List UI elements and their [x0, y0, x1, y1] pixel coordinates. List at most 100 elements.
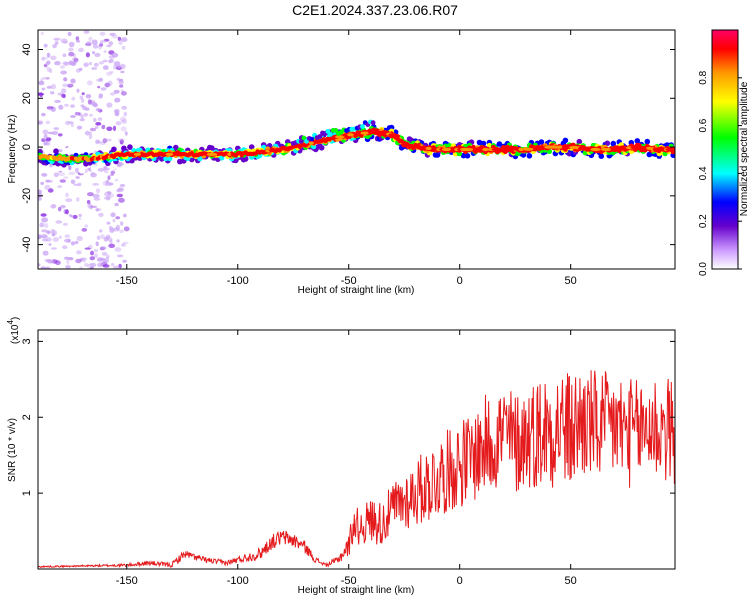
- spectrogram-speckle: [48, 243, 52, 246]
- y-tick-label: -40: [21, 237, 33, 253]
- spectrogram-cell: [456, 135, 463, 143]
- spectrogram-peak: [206, 152, 218, 156]
- spectrogram-speckle: [42, 238, 49, 242]
- spectrogram-speckle: [93, 197, 101, 201]
- spectrogram-speckle: [41, 57, 48, 60]
- y-tick-label: 2: [21, 414, 33, 420]
- spectrogram-speckle: [83, 30, 90, 34]
- spectrogram-speckle: [66, 259, 70, 265]
- spectrogram-cell: [130, 140, 138, 147]
- spectrogram-speckle: [119, 184, 126, 187]
- spectrogram-speckle: [79, 266, 84, 269]
- spectrogram-speckle: [107, 175, 111, 180]
- spectrogram-x-axis-label: Height of straight line (km): [298, 285, 415, 296]
- spectrogram-speckle: [63, 77, 68, 82]
- spectrogram-cell: [242, 141, 249, 148]
- spectrogram-speckle: [58, 206, 62, 212]
- spectrogram-speckle: [38, 120, 43, 125]
- spectrogram-speckle: [60, 93, 66, 98]
- spectrogram-speckle: [83, 112, 89, 117]
- spectrogram-cell: [110, 163, 118, 170]
- spectrogram-speckle: [59, 65, 66, 69]
- spectrogram-speckle: [62, 222, 68, 226]
- snr-data: [38, 370, 675, 569]
- spectrogram-speckle: [42, 250, 49, 256]
- spectrogram-peak: [600, 147, 612, 152]
- spectrogram-speckle: [58, 172, 65, 177]
- x-tick-label: -100: [227, 275, 249, 287]
- spectrogram-speckle: [75, 258, 82, 264]
- spectrogram-speckle: [72, 214, 78, 219]
- spectrogram-speckle: [40, 181, 45, 185]
- spectrogram-speckle: [97, 168, 105, 172]
- spectrogram-speckle: [108, 58, 114, 63]
- spectrogram-cell: [610, 140, 617, 147]
- spectrogram-speckle: [115, 121, 122, 126]
- spectrogram-speckle: [111, 34, 118, 39]
- spectrogram-speckle: [50, 55, 57, 61]
- spectrogram-speckle: [68, 121, 74, 124]
- spectrogram-speckle: [70, 179, 76, 185]
- spectrogram-cell: [168, 139, 175, 146]
- spectrogram-speckle: [103, 236, 109, 242]
- spectrogram-speckle: [68, 41, 75, 48]
- spectrogram-speckle: [63, 256, 70, 260]
- spectrogram-speckle: [76, 125, 83, 130]
- spectrogram-speckle: [92, 183, 100, 186]
- spectrogram-speckle: [54, 99, 61, 103]
- chart-title: C2E1.2024.337.23.06.R07: [292, 2, 458, 18]
- spectrogram-peak: [518, 147, 524, 152]
- spectrogram-speckle: [46, 60, 51, 65]
- spectrogram-speckle: [102, 166, 107, 172]
- spectrogram-cell: [90, 165, 98, 172]
- colorbar-tick-label: 0.2: [698, 214, 709, 228]
- spectrogram-speckle: [41, 229, 48, 233]
- spectrogram-cell: [654, 136, 661, 143]
- spectrogram-cell: [346, 143, 353, 150]
- spectrogram-speckle: [84, 224, 89, 228]
- colorbar-gradient: [711, 29, 739, 270]
- spectrogram-speckle: [116, 239, 120, 243]
- spectrogram-speckle: [43, 64, 48, 67]
- spectrogram-speckle: [106, 126, 113, 132]
- spectrogram-speckle: [102, 65, 109, 70]
- spectrogram-speckle: [93, 249, 99, 253]
- x-tick-label: -100: [227, 575, 249, 587]
- spectrogram-speckle: [62, 53, 67, 57]
- spectrogram-speckle: [42, 129, 49, 135]
- spectrogram-speckle: [116, 193, 124, 198]
- spectrogram-cell: [620, 155, 627, 162]
- spectrogram-speckle: [47, 188, 54, 193]
- spectrogram-peak: [441, 147, 452, 152]
- spectrogram-speckle: [102, 138, 108, 144]
- spectrogram-speckle: [106, 71, 112, 76]
- spectrogram-speckle: [44, 266, 51, 269]
- spectrogram-speckle: [43, 134, 48, 139]
- spectrogram-speckle: [43, 43, 48, 48]
- spectrogram-speckle: [75, 40, 81, 43]
- spectrogram-cell: [256, 137, 263, 144]
- spectrogram-speckle: [72, 57, 79, 62]
- spectrogram-speckle: [62, 83, 69, 88]
- spectrogram-speckle: [87, 192, 94, 197]
- spectrogram-speckle: [65, 198, 73, 203]
- spectrogram-speckle: [46, 85, 52, 89]
- spectrogram-speckle: [96, 140, 102, 144]
- spectrogram-speckle: [99, 229, 103, 233]
- spectrogram-speckle: [101, 39, 107, 43]
- snr-y-axis-label: SNR (10 * v/v): [7, 418, 18, 482]
- spectrogram-speckle: [41, 217, 48, 223]
- spectrogram-speckle: [118, 138, 125, 142]
- spectrogram-speckle: [68, 51, 75, 57]
- spectrogram-speckle: [49, 163, 53, 168]
- spectrogram-speckle: [79, 95, 84, 100]
- spectrogram-cell: [400, 150, 407, 158]
- spectrogram-speckle: [62, 40, 68, 44]
- spectrogram-speckle: [120, 37, 128, 42]
- spectrogram-speckle: [70, 115, 76, 118]
- x-tick-label: 0: [457, 575, 463, 587]
- spectrogram-speckle: [41, 112, 46, 117]
- spectrogram-peak: [347, 133, 354, 137]
- spectrogram-peak: [578, 146, 585, 150]
- spectrogram-cell: [486, 142, 492, 149]
